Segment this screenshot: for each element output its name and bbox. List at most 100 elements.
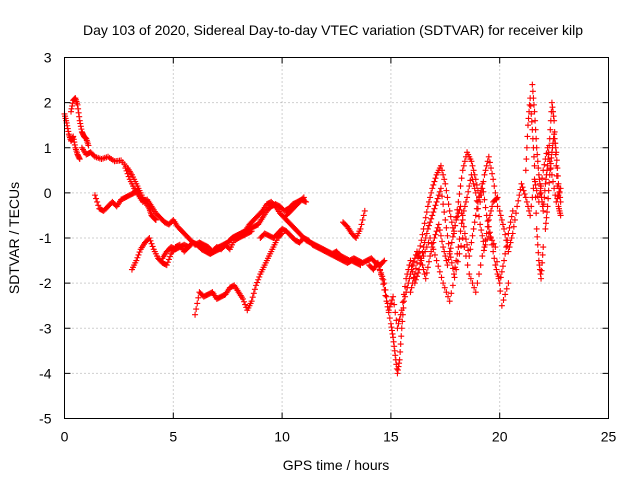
y-tick-label: -3: [39, 320, 52, 336]
data-point: [451, 230, 458, 237]
data-point: [459, 212, 466, 219]
data-point: [423, 244, 430, 251]
data-point: [135, 251, 142, 258]
data-point: [405, 266, 412, 273]
data-point: [491, 183, 498, 190]
data-point: [402, 283, 409, 290]
data-point: [527, 103, 534, 110]
data-point: [429, 212, 436, 219]
data-point: [125, 173, 132, 180]
data-point: [451, 274, 458, 281]
data-point: [542, 220, 549, 227]
data-point: [163, 262, 170, 269]
data-point: [443, 289, 450, 296]
data-point: [400, 298, 407, 305]
data-point: [429, 185, 436, 192]
data-point: [542, 225, 549, 232]
data-point: [460, 223, 467, 230]
data-point: [448, 290, 455, 297]
data-point: [423, 209, 430, 216]
data-point: [490, 240, 497, 247]
data-point: [532, 194, 539, 201]
data-point: [436, 268, 443, 275]
data-point: [487, 207, 494, 214]
data-point: [123, 167, 130, 174]
data-point: [530, 185, 537, 192]
data-point: [377, 266, 384, 273]
data-point: [398, 307, 405, 314]
data-point: [554, 172, 561, 179]
data-point: [430, 246, 437, 253]
data-point: [508, 213, 515, 220]
data-point: [476, 213, 483, 220]
data-points: [61, 81, 564, 377]
data-point: [489, 203, 496, 210]
data-point: [458, 220, 465, 227]
data-point: [445, 293, 452, 300]
data-point: [428, 240, 435, 247]
data-point: [135, 187, 142, 194]
data-point: [407, 257, 414, 264]
data-point: [492, 262, 499, 269]
data-point: [124, 170, 131, 177]
data-point: [547, 160, 554, 167]
data-point: [479, 185, 486, 192]
data-point: [540, 207, 547, 214]
data-point: [249, 294, 256, 301]
data-point: [455, 244, 462, 251]
data-point: [374, 259, 381, 266]
data-point: [422, 248, 429, 255]
data-point: [539, 175, 546, 182]
data-point: [484, 236, 491, 243]
data-point: [438, 274, 445, 281]
data-point: [410, 275, 417, 282]
data-point: [462, 198, 469, 205]
data-point: [357, 225, 364, 232]
data-point: [136, 249, 143, 256]
data-point: [415, 269, 422, 276]
data-point: [515, 197, 522, 204]
data-point: [165, 256, 172, 263]
data-point: [381, 280, 388, 287]
data-point: [248, 298, 255, 305]
data-point: [382, 292, 389, 299]
data-point: [544, 203, 551, 210]
data-point: [503, 285, 510, 292]
data-point: [479, 232, 486, 239]
data-point: [446, 298, 453, 305]
data-point: [380, 276, 387, 283]
data-point: [464, 194, 471, 201]
data-point: [388, 297, 395, 304]
data-point: [546, 142, 553, 149]
data-point: [164, 259, 171, 266]
data-point: [440, 201, 447, 208]
data-point: [467, 275, 474, 282]
data-point: [471, 185, 478, 192]
data-point: [551, 117, 558, 124]
data-point: [471, 171, 478, 178]
data-point: [383, 293, 390, 300]
data-point: [433, 198, 440, 205]
x-tick-label: 10: [274, 429, 290, 445]
data-point: [403, 275, 410, 282]
data-point: [531, 162, 538, 169]
data-point: [393, 317, 400, 324]
data-point: [508, 235, 515, 241]
data-point: [408, 263, 415, 270]
x-tick-label: 25: [601, 429, 617, 445]
data-point: [424, 203, 431, 210]
y-tick-label: -5: [39, 411, 52, 427]
data-point: [479, 253, 486, 260]
data-point: [490, 248, 497, 255]
data-point: [529, 81, 536, 88]
data-point: [490, 176, 497, 183]
data-point: [493, 258, 500, 265]
data-point: [148, 240, 155, 247]
x-axis-label: GPS time / hours: [283, 457, 390, 473]
data-point: [390, 293, 397, 300]
data-point: [457, 183, 464, 190]
data-point: [520, 187, 527, 194]
data-point: [454, 258, 461, 265]
data-point: [540, 201, 547, 208]
data-point: [523, 156, 530, 163]
